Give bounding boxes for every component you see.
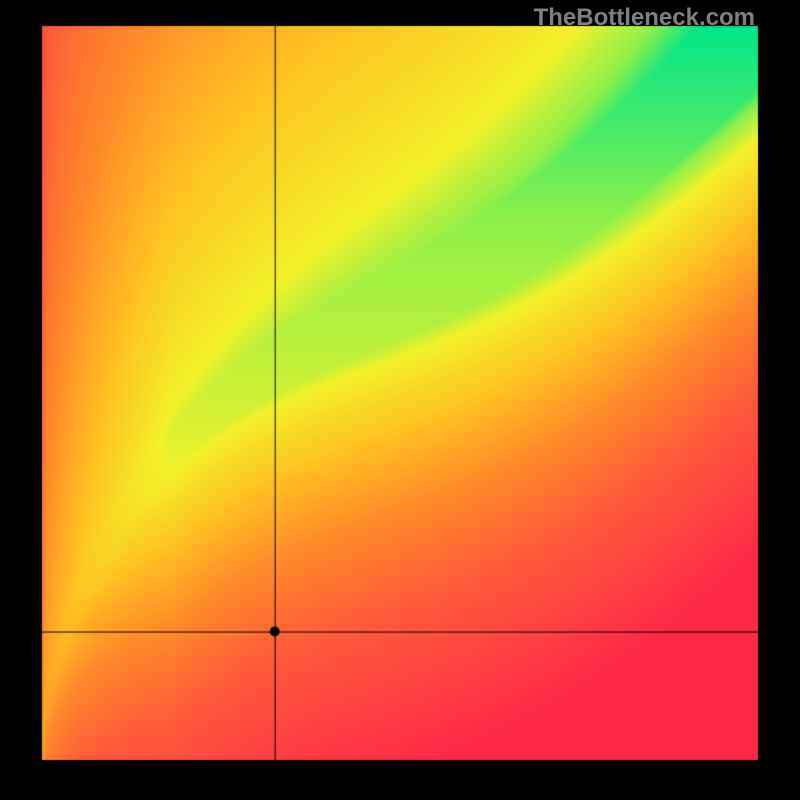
bottleneck-heatmap [0,0,800,800]
watermark-text: TheBottleneck.com [534,4,755,32]
chart-container: TheBottleneck.com [0,0,800,800]
